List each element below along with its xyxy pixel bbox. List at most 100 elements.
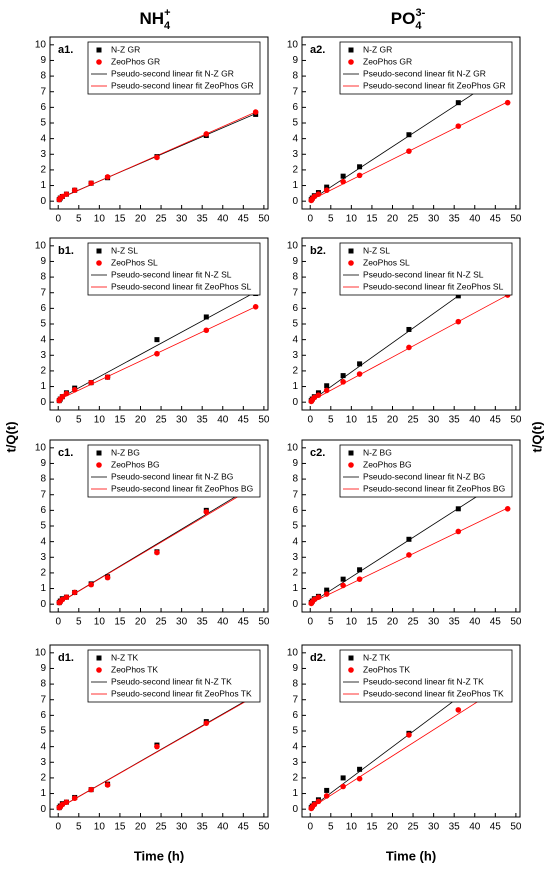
legend-box	[339, 242, 513, 296]
x-tick-label: 20	[135, 415, 147, 426]
x-tick-label: 35	[197, 822, 209, 833]
legend-label: ZeoPhos TK	[363, 664, 410, 674]
legend-swatch	[348, 59, 354, 65]
data-point	[88, 180, 94, 186]
x-tick-label: 50	[258, 415, 270, 426]
y-tick-label: 2	[40, 165, 46, 176]
column-header: NH4+	[139, 7, 171, 32]
x-tick-label: 15	[114, 617, 126, 628]
data-point	[63, 799, 70, 805]
legend-label: Pseudo-second linear fit N-Z BG	[111, 471, 233, 481]
x-tick-label: 20	[387, 214, 399, 225]
x-tick-label: 30	[428, 214, 440, 225]
legend-label: ZeoPhos GR	[111, 56, 160, 66]
legend-label: Pseudo-second linear fit N-Z SL	[363, 269, 484, 279]
data-point	[357, 567, 363, 573]
y-tick-label: 9	[292, 458, 298, 469]
data-point	[63, 191, 70, 197]
y-tick-label: 9	[40, 256, 46, 267]
x-tick-label: 30	[176, 822, 188, 833]
legend-swatch	[96, 667, 102, 673]
legend-swatch	[348, 47, 354, 53]
data-point	[340, 576, 346, 582]
legend-swatch	[348, 248, 354, 254]
data-point	[154, 549, 160, 556]
legend-label: Pseudo-second linear fit N-Z GR	[111, 68, 234, 78]
x-tick-label: 20	[387, 822, 399, 833]
data-point	[455, 707, 462, 713]
x-tick-label: 30	[176, 617, 188, 628]
y-tick-label: 8	[292, 679, 298, 690]
x-tick-label: 45	[490, 415, 502, 426]
x-tick-label: 0	[307, 617, 313, 628]
fit-line	[58, 695, 256, 809]
data-point	[455, 123, 462, 129]
legend-box	[87, 649, 261, 703]
x-tick-label: 50	[510, 415, 522, 426]
data-point	[203, 509, 210, 515]
legend-label: Pseudo-second linear fit ZeoPhos TK	[363, 688, 504, 698]
y-tick-label: 4	[292, 741, 298, 752]
data-point	[71, 589, 78, 596]
y-tick-label: 0	[292, 599, 298, 610]
legend-box	[339, 444, 513, 498]
legend-box	[87, 41, 261, 95]
x-tick-label: 25	[407, 214, 419, 225]
column-header: PO43-	[391, 7, 426, 32]
data-point	[455, 100, 461, 106]
x-tick-label: 35	[449, 214, 461, 225]
legend-label: ZeoPhos SL	[363, 257, 410, 267]
data-point	[104, 374, 111, 380]
data-point	[154, 350, 160, 357]
x-tick-label: 40	[217, 822, 229, 833]
y-tick-label: 10	[35, 442, 47, 453]
panel-label: b2.	[310, 245, 326, 257]
header-sup: 3-	[415, 7, 425, 19]
x-tick-label: 10	[346, 214, 358, 225]
data-point	[311, 596, 318, 603]
data-point	[340, 582, 346, 589]
data-point	[340, 373, 346, 379]
legend-swatch	[96, 655, 102, 661]
data-point	[315, 191, 322, 197]
y-tick-label: 4	[40, 741, 46, 752]
y-axis-label: t/Q(t)	[529, 421, 544, 452]
y-tick-label: 1	[40, 381, 46, 392]
y-tick-label: 3	[292, 350, 298, 361]
y-tick-label: 0	[40, 804, 46, 815]
x-tick-label: 35	[197, 415, 209, 426]
y-tick-label: 10	[35, 39, 47, 50]
y-tick-label: 5	[40, 521, 46, 532]
y-tick-label: 5	[292, 726, 298, 737]
x-tick-label: 15	[114, 214, 126, 225]
legend-label: ZeoPhos TK	[111, 664, 158, 674]
y-tick-label: 7	[292, 489, 298, 500]
y-tick-label: 1	[292, 381, 298, 392]
legend-swatch	[96, 462, 102, 468]
x-tick-label: 10	[94, 617, 106, 628]
legend-label: N-Z SL	[363, 245, 390, 255]
data-point	[104, 782, 111, 788]
data-point	[203, 131, 210, 137]
y-tick-label: 7	[40, 694, 46, 705]
data-point	[455, 528, 462, 535]
x-tick-label: 10	[94, 822, 106, 833]
x-tick-label: 25	[155, 822, 167, 833]
x-tick-label: 5	[328, 822, 334, 833]
y-tick-label: 10	[287, 647, 299, 658]
y-tick-label: 8	[292, 272, 298, 283]
data-point	[311, 394, 318, 401]
y-tick-label: 5	[40, 319, 46, 330]
data-point	[323, 793, 330, 799]
y-tick-label: 7	[40, 287, 46, 298]
y-tick-label: 3	[40, 350, 46, 361]
x-tick-label: 30	[176, 415, 188, 426]
x-tick-label: 35	[449, 617, 461, 628]
x-tick-label: 40	[217, 415, 229, 426]
legend-swatch	[96, 47, 102, 53]
x-tick-label: 45	[490, 214, 502, 225]
data-point	[406, 536, 412, 542]
legend-label: N-Z BG	[111, 447, 140, 457]
